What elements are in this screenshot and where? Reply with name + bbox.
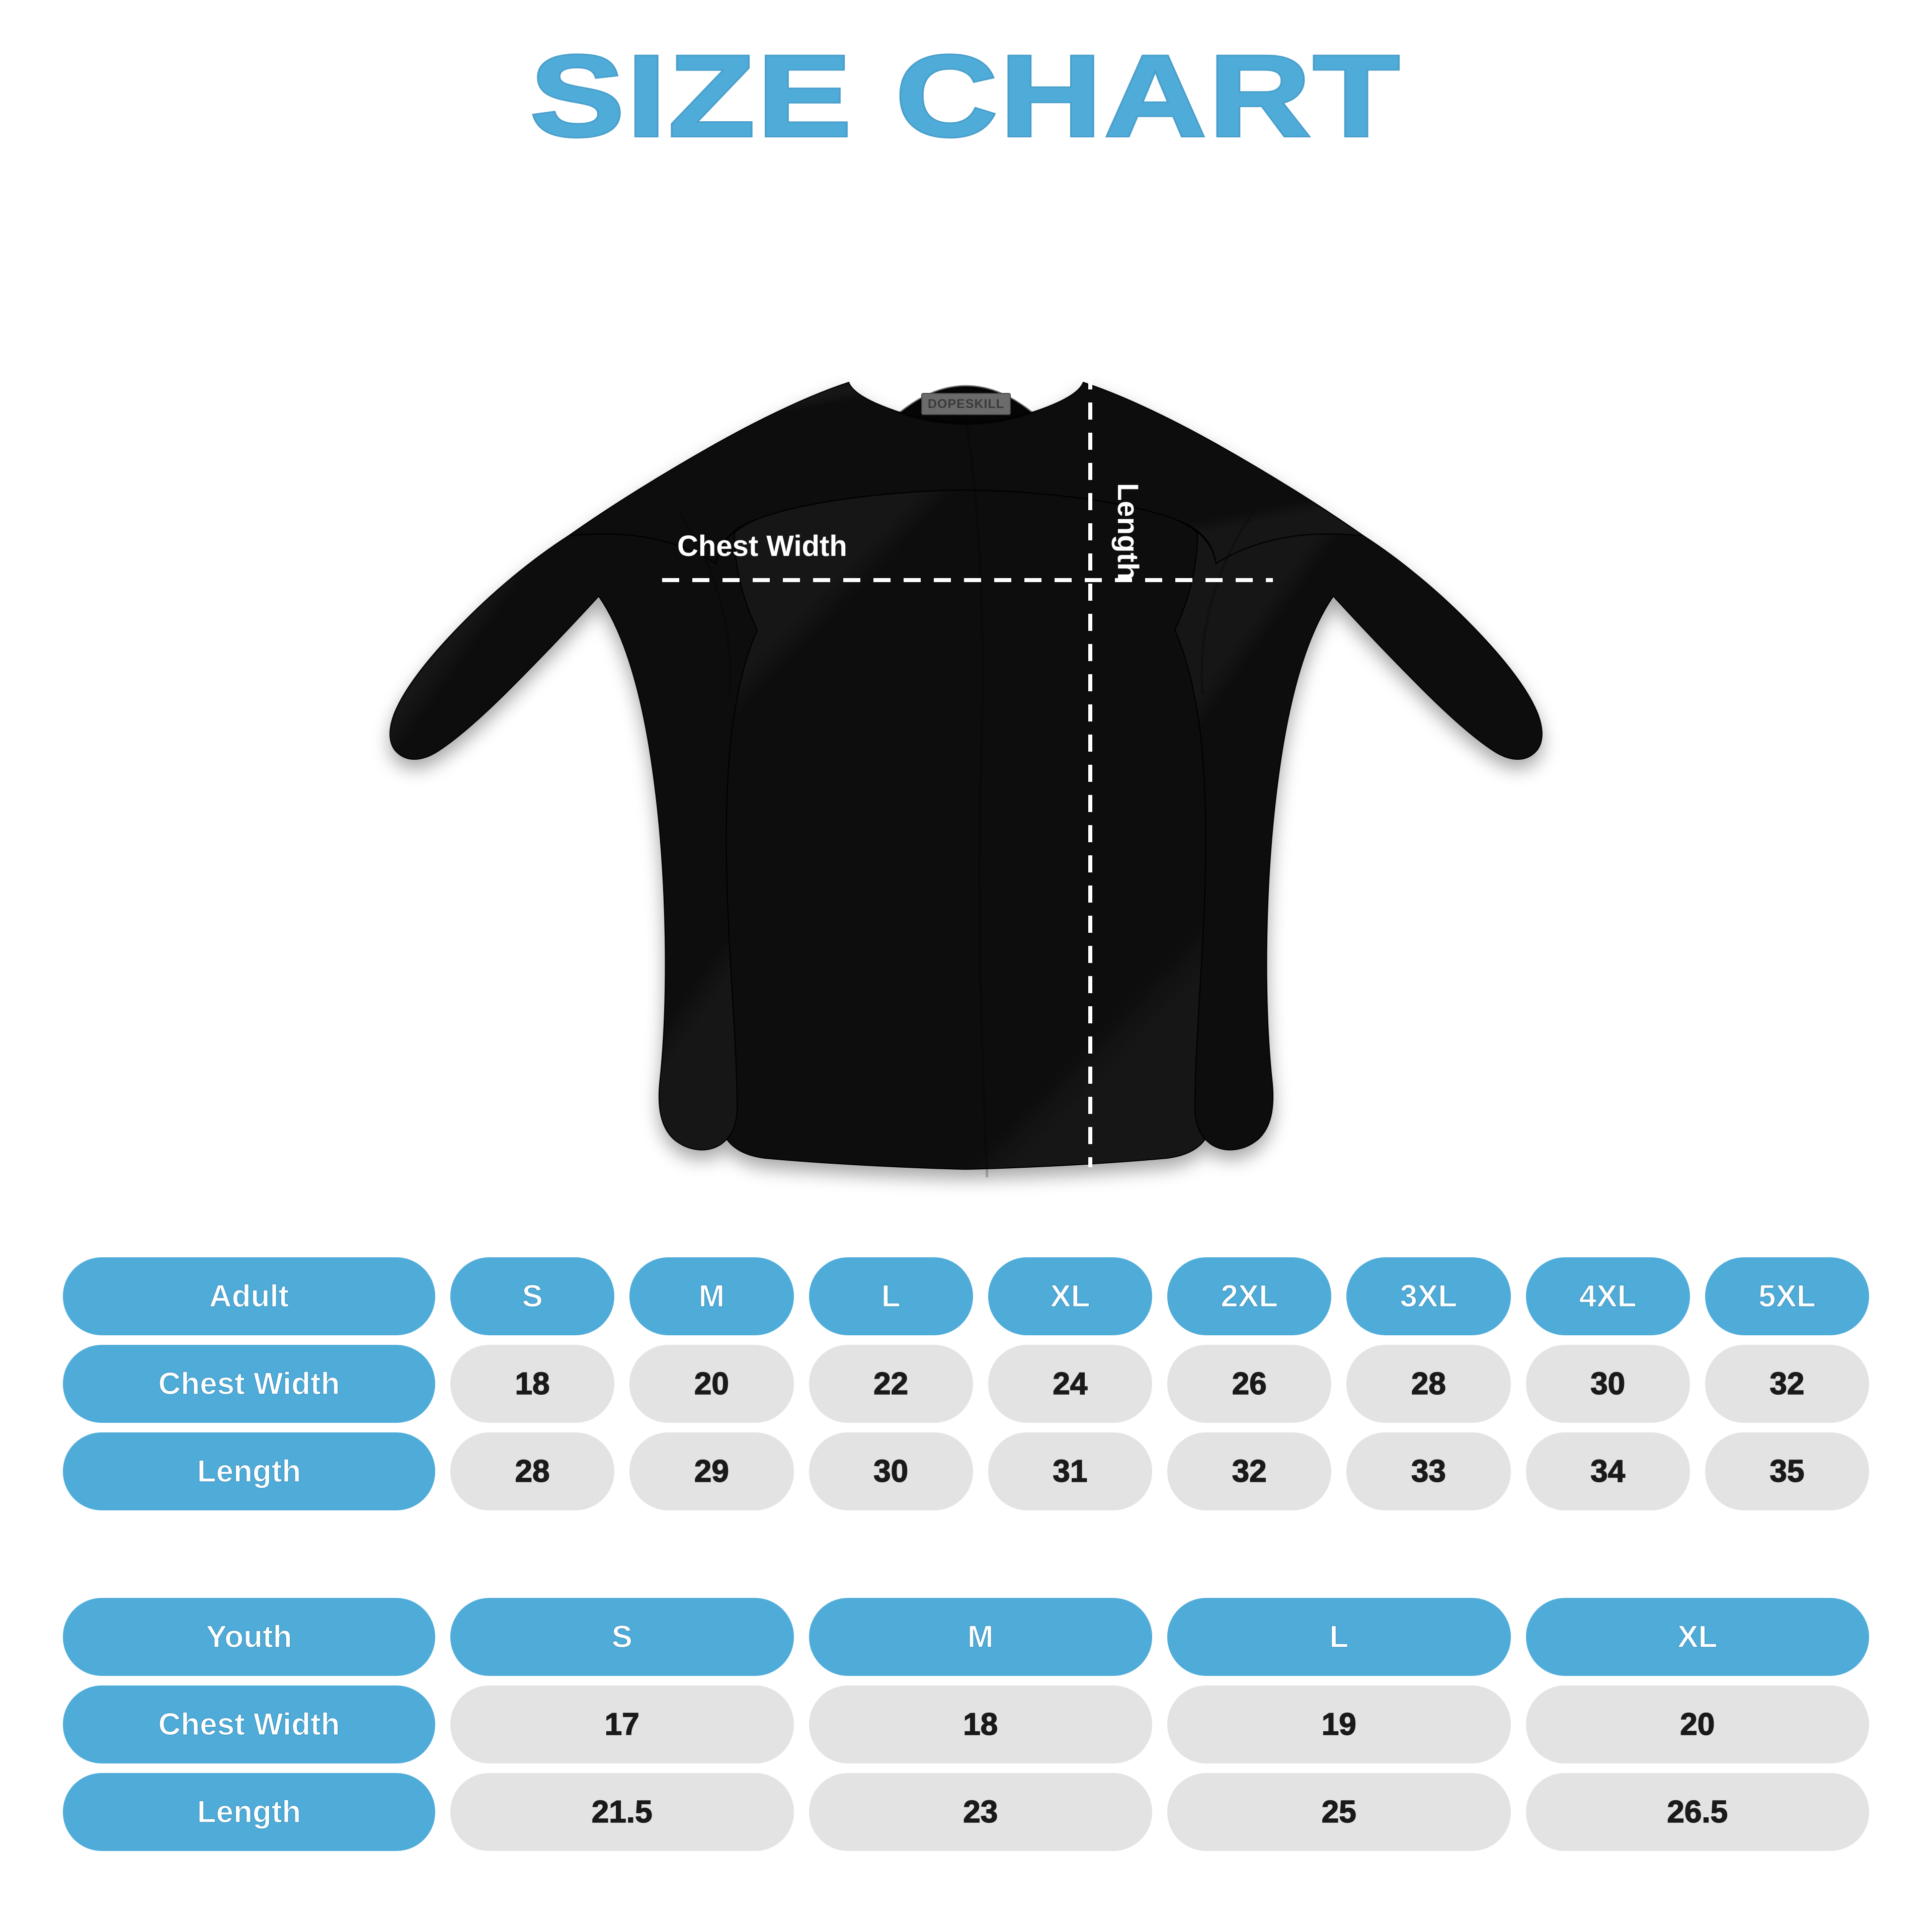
svg-text:Length: Length <box>1111 483 1144 580</box>
svg-text:DOPESKILL: DOPESKILL <box>928 397 1004 411</box>
svg-text:Chest Width: Chest Width <box>677 530 847 562</box>
